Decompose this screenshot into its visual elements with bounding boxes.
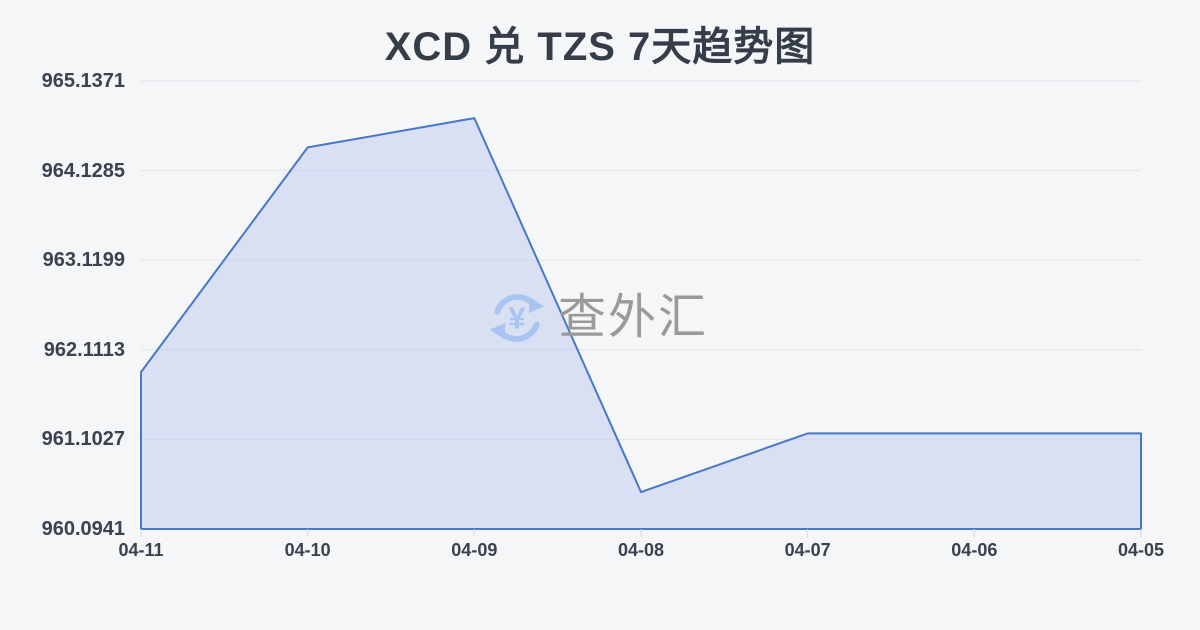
x-tick-label: 04-08	[617, 540, 665, 560]
y-tick-label: 963.1199	[42, 249, 125, 272]
y-tick-label: 964.1285	[41, 159, 125, 182]
y-tick-label: 965.1371	[41, 70, 125, 92]
y-tick-label: 960.0941	[41, 518, 125, 540]
x-tick-label: 04-10	[284, 540, 331, 560]
page-title: XCD 兑 TZS 7天趋势图	[384, 25, 816, 69]
y-tick-label: 961.1027	[41, 428, 125, 451]
x-tick-label: 04-05	[1117, 540, 1165, 560]
area-series	[140, 117, 1142, 530]
x-tick-label: 04-07	[784, 540, 831, 560]
x-tick-label: 04-06	[951, 540, 998, 560]
x-tick-label: 04-11	[118, 540, 164, 560]
y-tick-label: 962.1113	[43, 338, 125, 361]
x-tick-label: 04-09	[451, 540, 498, 560]
